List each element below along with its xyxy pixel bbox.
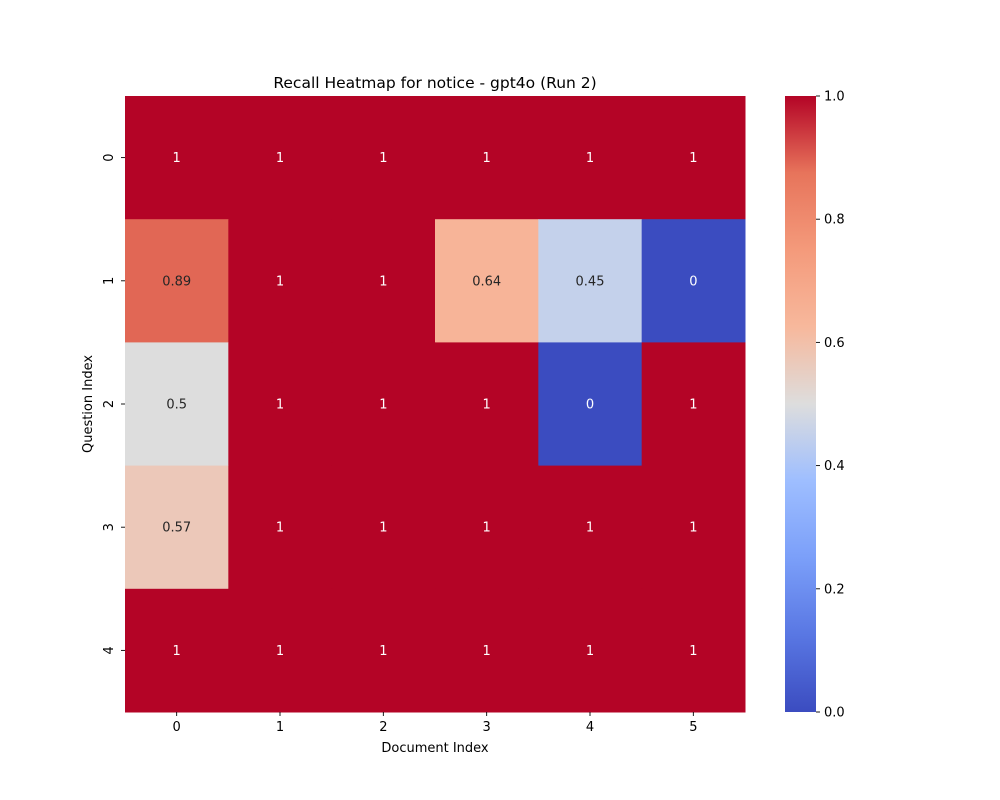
heatmap-cell xyxy=(125,219,229,343)
cell-value-label: 1 xyxy=(586,521,594,536)
cell-value-label: 1 xyxy=(276,151,284,166)
heatmap-cell xyxy=(331,588,436,713)
heatmap-cell xyxy=(538,342,643,467)
heatmap-cell xyxy=(228,465,333,590)
cell-value-label: 1 xyxy=(689,644,697,659)
x-axis-ticks: 0 1 2 3 4 5 xyxy=(173,712,697,735)
heatmap-cell xyxy=(331,465,436,590)
cell-value-label: 1 xyxy=(483,151,491,166)
cell-value-label: 0 xyxy=(586,398,594,413)
cell-value-label: 0.64 xyxy=(472,274,501,289)
heatmap-cell xyxy=(641,219,746,343)
colorbar-tick-label: 0.8 xyxy=(824,213,845,228)
cell-value-label: 1 xyxy=(276,398,284,413)
cell-value-label: 1 xyxy=(586,644,594,659)
cell-value-label: 1 xyxy=(379,521,387,536)
cell-value-label: 1 xyxy=(276,521,284,536)
heatmap-cell xyxy=(125,342,229,467)
cell-value-label: 1 xyxy=(173,644,181,659)
cell-value-label: 1 xyxy=(379,274,387,289)
colorbar-tick-label: 0.2 xyxy=(824,582,845,597)
heatmap-cell xyxy=(641,342,746,467)
heatmap-cells xyxy=(125,96,746,713)
heatmap-cell xyxy=(125,465,229,590)
x-tick-label: 3 xyxy=(483,720,491,735)
cell-value-label: 1 xyxy=(689,521,697,536)
cell-value-label: 1 xyxy=(689,398,697,413)
colorbar-tick-label: 0.6 xyxy=(824,336,845,351)
heatmap-cell xyxy=(435,96,539,220)
y-tick-label: 1 xyxy=(102,277,117,285)
cell-value-label: 1 xyxy=(379,644,387,659)
cell-value-label: 1 xyxy=(483,644,491,659)
heatmap-cell xyxy=(125,588,229,713)
x-tick-label: 1 xyxy=(276,720,284,735)
cell-value-label: 1 xyxy=(276,644,284,659)
heatmap-cell xyxy=(228,588,333,713)
heatmap-cell xyxy=(538,465,643,590)
heatmap-cell xyxy=(538,588,643,713)
heatmap-cell xyxy=(228,342,333,467)
cell-value-label: 1 xyxy=(379,151,387,166)
colorbar-tick-label: 1.0 xyxy=(824,90,845,105)
chart-title: Recall Heatmap for notice - gpt4o (Run 2… xyxy=(273,74,596,92)
cell-value-label: 0.89 xyxy=(162,274,191,289)
cell-value-label: 0.5 xyxy=(166,398,187,413)
heatmap-cell xyxy=(331,96,436,220)
heatmap-cell xyxy=(641,96,746,220)
heatmap-cell xyxy=(641,588,746,713)
y-axis-label: Question Index xyxy=(81,355,96,453)
heatmap-cell xyxy=(435,588,539,713)
heatmap-cell xyxy=(435,342,539,467)
y-tick-label: 0 xyxy=(102,153,117,161)
x-tick-label: 4 xyxy=(586,720,594,735)
cell-value-label: 1 xyxy=(586,151,594,166)
x-tick-label: 2 xyxy=(379,720,387,735)
heatmap-cell xyxy=(228,219,333,343)
heatmap-cell-labels: 1 1 1 1 1 1 0.89 1 1 0.64 0.45 0 0.5 1 1 1 0 1 0.57 1 1 1 1 1 1 1… xyxy=(162,151,697,659)
cell-value-label: 1 xyxy=(483,521,491,536)
x-axis-label: Document Index xyxy=(381,741,489,756)
cell-value-label: 0.45 xyxy=(576,274,605,289)
cell-value-label: 0 xyxy=(689,274,697,289)
cell-value-label: 1 xyxy=(689,151,697,166)
heatmap-cell xyxy=(538,96,643,220)
heatmap-cell xyxy=(435,465,539,590)
colorbar-tick-label: 0.0 xyxy=(824,706,845,721)
heatmap-cell xyxy=(125,96,229,220)
heatmap-cell xyxy=(538,219,643,343)
heatmap-cell xyxy=(641,465,746,590)
heatmap-cell xyxy=(331,219,436,343)
y-tick-label: 4 xyxy=(102,646,117,654)
cell-value-label: 1 xyxy=(276,274,284,289)
cell-value-label: 1 xyxy=(483,398,491,413)
y-tick-label: 3 xyxy=(102,523,117,531)
cell-value-label: 1 xyxy=(379,398,387,413)
heatmap-cell xyxy=(228,96,333,220)
y-axis-ticks: 0 1 2 3 4 xyxy=(102,153,125,655)
colorbar xyxy=(785,96,816,712)
heatmap-cell xyxy=(435,219,539,343)
x-tick-label: 5 xyxy=(689,720,697,735)
cell-value-label: 0.57 xyxy=(162,521,191,536)
y-tick-label: 2 xyxy=(102,400,117,408)
cell-value-label: 1 xyxy=(173,151,181,166)
heatmap-cell xyxy=(331,342,436,467)
colorbar-tick-label: 0.4 xyxy=(824,459,845,474)
colorbar-ticks: 0.0 0.2 0.4 0.6 0.8 1.0 xyxy=(816,90,845,721)
x-tick-label: 0 xyxy=(173,720,181,735)
